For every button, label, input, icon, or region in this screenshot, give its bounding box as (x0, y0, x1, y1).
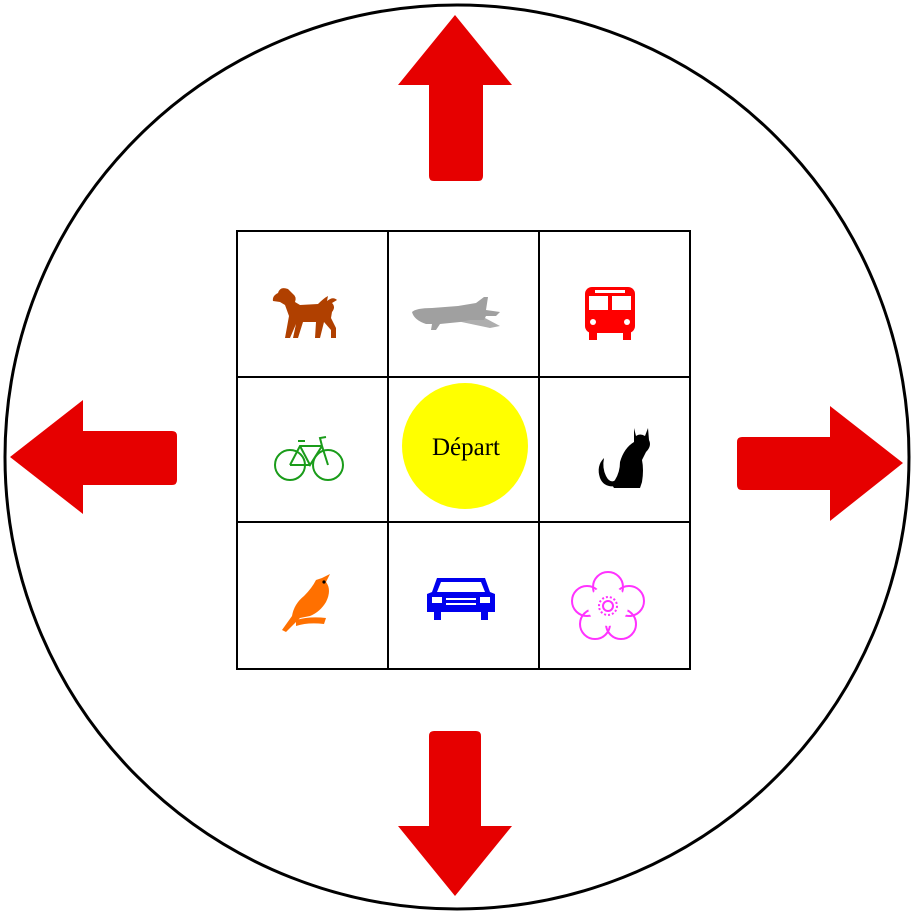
airplane-icon (412, 297, 500, 330)
car-icon (427, 578, 495, 620)
arrow-down-icon (398, 731, 512, 896)
bird-icon (282, 574, 330, 632)
arrow-right-icon (737, 406, 903, 521)
dog-icon (272, 288, 337, 338)
cell-cat[interactable] (538, 376, 691, 523)
start-label: Départ (432, 434, 500, 461)
arrow-up-icon (398, 15, 512, 181)
start-circle[interactable] (402, 383, 528, 509)
cell-bicycle[interactable] (236, 376, 389, 523)
bicycle-icon (274, 436, 344, 481)
cell-airplane[interactable] (387, 230, 540, 378)
direction-arrows (10, 15, 903, 896)
bus-icon (585, 287, 635, 340)
cat-icon (598, 428, 650, 488)
flower-icon (571, 571, 645, 640)
arrow-left-icon (10, 400, 177, 514)
cell-dog[interactable] (236, 230, 389, 378)
